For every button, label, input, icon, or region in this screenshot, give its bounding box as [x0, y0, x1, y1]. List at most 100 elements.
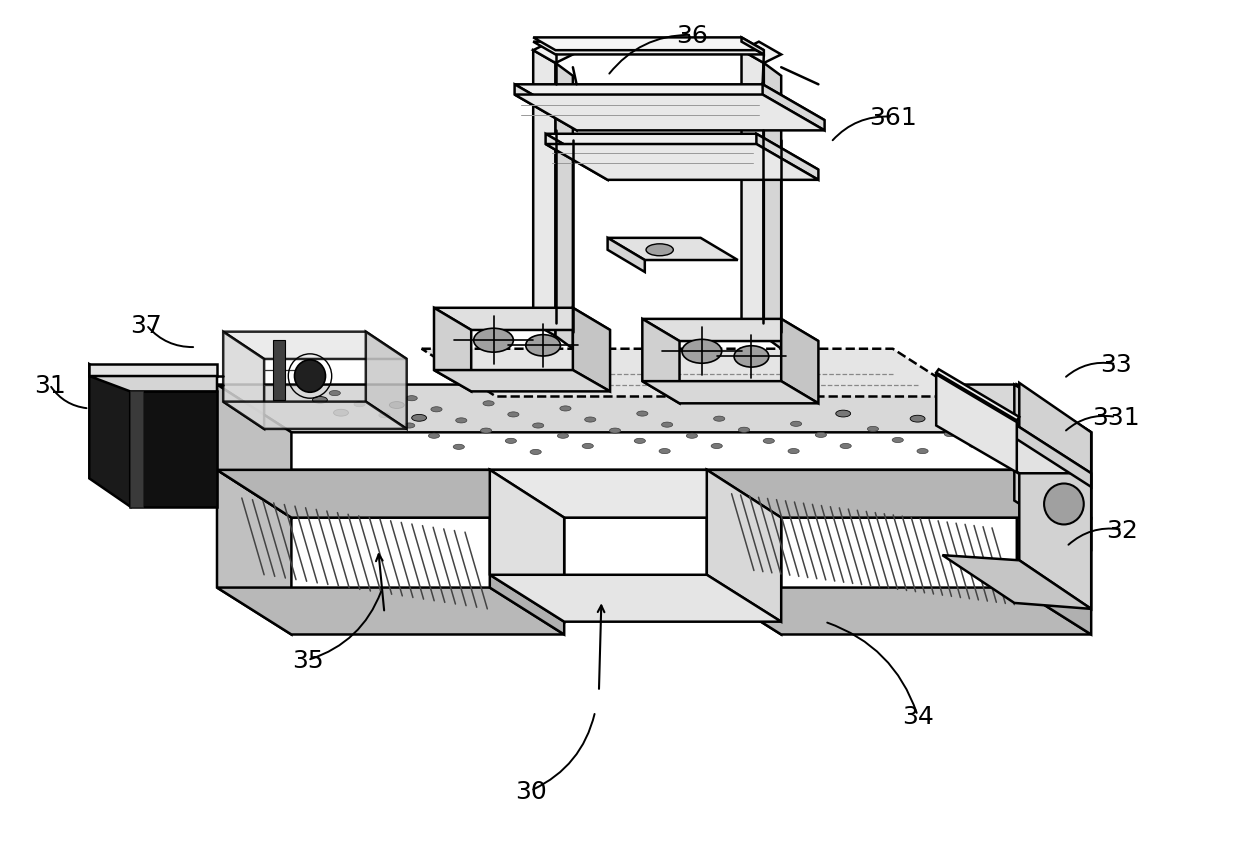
- Ellipse shape: [389, 402, 404, 409]
- Text: 361: 361: [869, 106, 916, 130]
- Ellipse shape: [1044, 484, 1084, 525]
- Polygon shape: [756, 135, 818, 181]
- Ellipse shape: [529, 450, 541, 455]
- Polygon shape: [546, 135, 608, 181]
- Polygon shape: [936, 375, 1017, 473]
- Polygon shape: [642, 382, 818, 404]
- Ellipse shape: [412, 415, 427, 422]
- Ellipse shape: [560, 406, 572, 412]
- Ellipse shape: [295, 360, 325, 393]
- Polygon shape: [608, 239, 645, 273]
- Polygon shape: [89, 377, 217, 392]
- Polygon shape: [707, 588, 1091, 635]
- Text: 331: 331: [1092, 406, 1140, 429]
- Polygon shape: [490, 575, 781, 622]
- Ellipse shape: [815, 433, 826, 438]
- Ellipse shape: [916, 449, 928, 454]
- Polygon shape: [217, 588, 564, 635]
- Polygon shape: [1017, 426, 1091, 487]
- Ellipse shape: [312, 397, 327, 404]
- Ellipse shape: [662, 423, 672, 428]
- Polygon shape: [434, 308, 610, 331]
- Ellipse shape: [892, 438, 904, 443]
- Ellipse shape: [714, 417, 724, 422]
- Polygon shape: [942, 556, 1091, 609]
- Ellipse shape: [474, 329, 513, 353]
- Ellipse shape: [508, 412, 520, 417]
- Polygon shape: [223, 402, 407, 429]
- Polygon shape: [434, 371, 610, 392]
- Ellipse shape: [429, 434, 439, 439]
- Polygon shape: [533, 43, 764, 55]
- Text: 30: 30: [515, 779, 547, 803]
- Ellipse shape: [763, 439, 774, 444]
- Polygon shape: [546, 135, 818, 170]
- Polygon shape: [763, 85, 825, 131]
- Polygon shape: [781, 320, 818, 404]
- Polygon shape: [89, 365, 217, 377]
- Polygon shape: [533, 38, 764, 51]
- Polygon shape: [490, 470, 564, 622]
- Polygon shape: [936, 370, 1019, 421]
- Ellipse shape: [404, 423, 414, 429]
- Polygon shape: [130, 392, 217, 507]
- Ellipse shape: [839, 444, 851, 449]
- Text: 36: 36: [676, 24, 708, 48]
- Ellipse shape: [585, 417, 596, 423]
- Ellipse shape: [330, 391, 340, 396]
- Polygon shape: [217, 470, 1091, 518]
- Polygon shape: [546, 145, 818, 181]
- Polygon shape: [573, 308, 610, 392]
- Polygon shape: [642, 320, 680, 404]
- Ellipse shape: [637, 412, 649, 417]
- Text: 31: 31: [33, 373, 66, 397]
- Ellipse shape: [687, 434, 698, 439]
- Text: 32: 32: [1106, 518, 1138, 542]
- Polygon shape: [130, 392, 143, 507]
- Ellipse shape: [558, 434, 569, 439]
- Polygon shape: [642, 320, 818, 342]
- Polygon shape: [608, 239, 738, 261]
- Polygon shape: [1017, 470, 1091, 635]
- Polygon shape: [742, 38, 764, 55]
- Ellipse shape: [484, 401, 494, 406]
- Polygon shape: [89, 365, 130, 507]
- Polygon shape: [515, 95, 825, 131]
- Ellipse shape: [945, 432, 956, 437]
- Ellipse shape: [609, 429, 621, 434]
- Polygon shape: [490, 470, 564, 635]
- Polygon shape: [490, 470, 781, 518]
- Ellipse shape: [454, 445, 465, 450]
- Ellipse shape: [634, 439, 646, 444]
- Ellipse shape: [432, 407, 441, 412]
- Polygon shape: [556, 64, 573, 349]
- Ellipse shape: [646, 245, 673, 256]
- Polygon shape: [764, 64, 781, 349]
- Ellipse shape: [738, 428, 749, 433]
- Polygon shape: [217, 470, 291, 635]
- Ellipse shape: [526, 336, 560, 357]
- Polygon shape: [1019, 383, 1091, 609]
- Text: 35: 35: [291, 648, 324, 672]
- Polygon shape: [434, 308, 471, 392]
- Ellipse shape: [583, 444, 594, 449]
- Ellipse shape: [791, 422, 802, 427]
- Text: 33: 33: [1100, 353, 1132, 377]
- Polygon shape: [515, 85, 577, 131]
- Polygon shape: [1017, 385, 1091, 518]
- Ellipse shape: [355, 402, 365, 407]
- Ellipse shape: [867, 427, 878, 432]
- Text: 34: 34: [901, 704, 934, 728]
- Ellipse shape: [734, 346, 769, 368]
- Ellipse shape: [910, 416, 925, 423]
- Polygon shape: [273, 341, 285, 400]
- Text: 37: 37: [130, 314, 162, 337]
- Polygon shape: [533, 43, 573, 64]
- Ellipse shape: [407, 396, 417, 401]
- Polygon shape: [223, 332, 264, 429]
- Polygon shape: [707, 470, 1091, 518]
- Ellipse shape: [789, 449, 800, 454]
- Ellipse shape: [456, 418, 466, 423]
- Ellipse shape: [334, 410, 348, 417]
- Ellipse shape: [506, 439, 517, 444]
